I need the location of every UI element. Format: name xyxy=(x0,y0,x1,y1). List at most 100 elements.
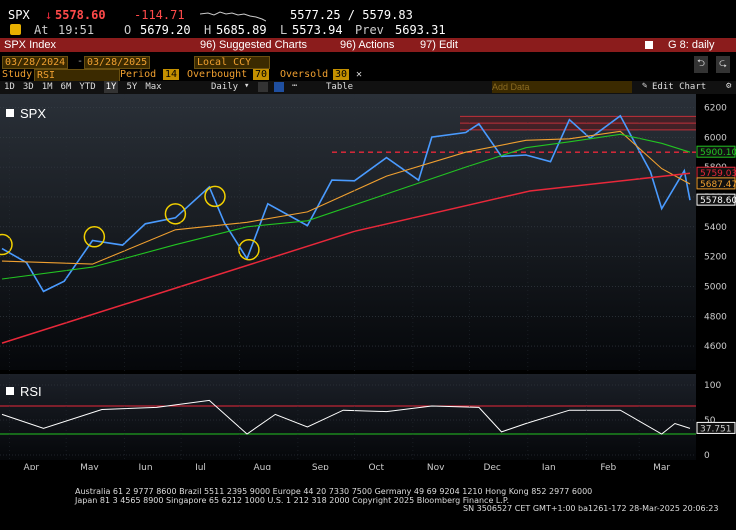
sparkline xyxy=(200,11,266,22)
start-date-input[interactable]: 03/28/2024 xyxy=(2,56,69,69)
rsi-last-value-label: 37.751 xyxy=(700,424,732,434)
price-tick-label: 5400 xyxy=(704,223,727,233)
settings-icon[interactable]: ⚙ xyxy=(726,81,732,91)
ticker-symbol[interactable]: SPX xyxy=(8,8,30,22)
last-value-label: 5578.60 xyxy=(700,196,736,206)
range-row: 1D 3D 1M 6M YTD 1Y 5Y Max Daily ▾ ⋯ Table Add D… xyxy=(0,81,736,94)
price-tick-label: 5000 xyxy=(704,282,727,292)
forward-icon[interactable]: ⮎ xyxy=(716,56,731,73)
moving-average-line xyxy=(1,133,691,280)
overbought-input[interactable]: 70 xyxy=(253,69,270,80)
actions-button[interactable]: 96) Actions xyxy=(340,39,395,51)
period-label: Period xyxy=(120,69,157,80)
rsi-tick-label: 50 xyxy=(704,416,716,426)
last-value-box xyxy=(696,177,736,190)
month-tick-label: Jan xyxy=(541,463,556,470)
range-button-1y[interactable]: 1Y xyxy=(103,81,119,93)
month-tick-label: Oct xyxy=(368,463,384,470)
range-button-max[interactable]: Max xyxy=(145,82,162,92)
rsi-legend-swatch xyxy=(6,387,14,395)
period-input[interactable]: 14 xyxy=(163,69,180,80)
line-style-icon[interactable] xyxy=(258,82,268,92)
page-icon xyxy=(645,41,653,49)
range-button-3d[interactable]: 3D xyxy=(22,82,34,92)
close-study-icon[interactable]: ✕ xyxy=(356,69,363,80)
last-value-label: 5900.10 xyxy=(700,148,736,158)
lock-icon xyxy=(10,24,21,35)
highlight-circle xyxy=(204,185,226,208)
page-name[interactable]: G 8: daily xyxy=(668,39,715,51)
month-tick-label: Nov xyxy=(427,463,445,470)
range-button-1m[interactable]: 1M xyxy=(41,82,53,92)
price-tick-label: 6200 xyxy=(704,103,727,113)
security-name[interactable]: SPX Index xyxy=(4,39,56,51)
highlight-circle xyxy=(238,238,260,261)
study-row: Study RSI Period 14 Overbought 70 Overso… xyxy=(0,69,736,82)
last-price: 5578.60 xyxy=(55,8,106,22)
month-tick-label: Mar xyxy=(653,463,670,470)
month-tick-label: Apr xyxy=(24,463,40,470)
range-buttons: 1D 3D 1M 6M YTD 1Y 5Y Max xyxy=(4,81,162,93)
range-button-5y[interactable]: 5Y xyxy=(126,82,138,92)
rsi-panel: 0 50 100 37.751 xyxy=(0,381,736,461)
highlight-circle xyxy=(0,233,13,256)
edit-button[interactable]: 97) Edit xyxy=(420,39,458,51)
chart-area[interactable]: 4600480050005200540056005800600062005900… xyxy=(0,94,736,470)
month-tick-label: May xyxy=(80,463,99,470)
frequency-dropdown-icon[interactable]: ▾ xyxy=(244,81,250,91)
oversold-input[interactable]: 30 xyxy=(333,69,350,80)
add-data-input[interactable]: Add Data xyxy=(492,81,632,93)
last-value-label: 5759.03 xyxy=(700,169,736,179)
rsi-panel-label: RSI xyxy=(20,384,42,399)
month-tick-label: Jul xyxy=(194,463,206,470)
footer-session: SN 3506527 CET GMT+1:00 ba1261-172 28-Ma… xyxy=(463,504,719,513)
footer-contacts-1: Australia 61 2 9777 8600 Brazil 5511 239… xyxy=(75,487,593,496)
month-tick-label: Feb xyxy=(600,463,616,470)
date-separator: - xyxy=(77,56,84,67)
low-value: 5573.94 xyxy=(292,23,343,37)
low-label: L xyxy=(280,23,288,37)
currency-select[interactable]: Local CCY xyxy=(194,56,270,69)
table-button[interactable]: Table xyxy=(326,82,354,92)
frequency-select[interactable]: Daily xyxy=(211,82,239,92)
price-panel: 4600480050005200540056005800600062005900… xyxy=(0,103,736,352)
back-icon[interactable]: ⮌ xyxy=(694,56,709,73)
month-tick-label: Sep xyxy=(312,463,329,470)
highlight-circle xyxy=(83,226,106,248)
end-date-input[interactable]: 03/28/2025 xyxy=(84,56,151,69)
edit-chart-icon: ✎ xyxy=(642,81,648,91)
footer-contacts-2: Japan 81 3 4565 8900 Singapore 65 6212 1… xyxy=(75,496,510,505)
moving-average-line xyxy=(1,130,691,265)
study-label: Study xyxy=(2,69,33,80)
open-label: O xyxy=(124,23,132,37)
rsi-panel-bg xyxy=(0,374,696,460)
x-axis: AprMayJunJulAugSepOctNovDecJanFebMar2024… xyxy=(9,94,670,470)
price-legend-swatch xyxy=(6,109,14,117)
quote-header: SPX ↓ 5578.60 -114.71 5577.25 / 5579.83 … xyxy=(0,0,736,37)
chart-type-icon[interactable] xyxy=(274,82,284,92)
date-range-row: 03/28/2024 - 03/28/2025 Local CCY ⮌ ⮎ xyxy=(0,56,736,73)
last-value-label: 5687.47 xyxy=(700,180,736,190)
rsi-tick-label: 0 xyxy=(704,451,710,461)
rsi-last-value-box xyxy=(696,421,736,434)
moving-average-line xyxy=(1,172,691,344)
rsi-series-line xyxy=(1,399,691,435)
price-tick-label: 6000 xyxy=(704,133,727,143)
quote-time: 19:51 xyxy=(58,23,95,37)
command-bar: SPX Index 96) Suggested Charts 96) Actio… xyxy=(0,38,736,52)
high-label: H xyxy=(204,23,212,37)
oversold-label: Oversold xyxy=(280,69,329,80)
bid-ask: 5577.25 / 5579.83 xyxy=(290,8,413,22)
last-value-box xyxy=(696,145,736,158)
highlight-circle xyxy=(164,203,187,225)
edit-chart-button[interactable]: Edit Chart xyxy=(652,82,707,92)
down-arrow-icon: ↓ xyxy=(45,8,53,22)
suggested-charts-button[interactable]: 96) Suggested Charts xyxy=(200,39,308,51)
draw-tools-icon[interactable]: ⋯ xyxy=(292,81,298,91)
range-button-6m[interactable]: 6M xyxy=(60,82,72,92)
month-tick-label: Aug xyxy=(254,463,272,470)
range-button-1d[interactable]: 1D xyxy=(4,82,15,92)
range-button-ytd[interactable]: YTD xyxy=(79,82,96,92)
month-tick-label: Jun xyxy=(138,463,153,470)
net-change: -114.71 xyxy=(134,8,185,22)
